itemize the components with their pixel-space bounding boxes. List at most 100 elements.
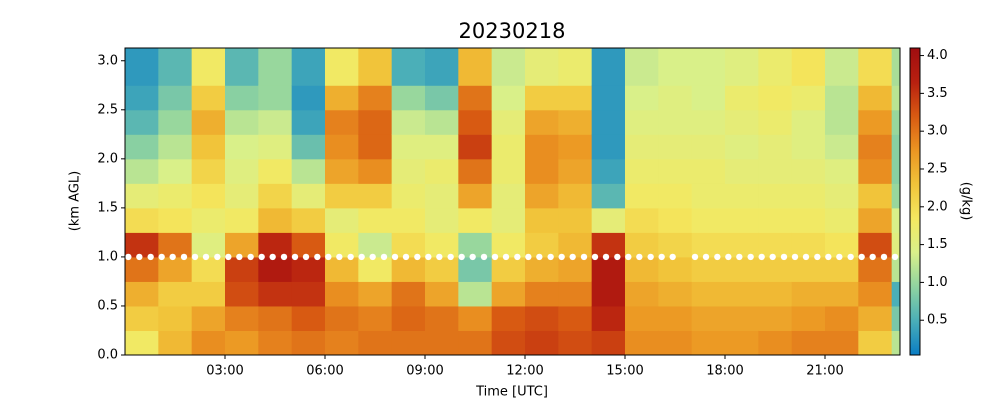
y-tick-label: 0.0 xyxy=(97,348,118,363)
heatmap-cell xyxy=(291,134,326,160)
heatmap-cell xyxy=(525,158,559,184)
heatmap-cell xyxy=(291,183,326,209)
heatmap-cell xyxy=(825,158,859,184)
heatmap-cell xyxy=(525,134,559,160)
heatmap-cell xyxy=(558,48,593,86)
heatmap-cell xyxy=(491,232,526,258)
heatmap-cell xyxy=(658,232,693,258)
heatmap-cell xyxy=(491,256,526,282)
heatmap-cell xyxy=(358,305,393,331)
heatmap-cell xyxy=(391,183,426,209)
heatmap-cell xyxy=(758,158,793,184)
heatmap-cell xyxy=(758,48,793,86)
heatmap-cell xyxy=(625,48,659,86)
heatmap-cell xyxy=(358,232,393,258)
x-tick-label: 21:00 xyxy=(806,364,843,379)
marker xyxy=(614,253,621,261)
heatmap-cell xyxy=(191,48,226,86)
heatmap-cell xyxy=(291,232,326,258)
heatmap-cell xyxy=(858,85,893,111)
heatmap-cell xyxy=(691,48,726,86)
heatmap-cell xyxy=(858,232,893,258)
heatmap-cell xyxy=(391,109,426,135)
heatmap-cell xyxy=(125,207,159,233)
marker xyxy=(847,253,854,261)
heatmap-cell xyxy=(558,232,593,258)
heatmap-cell xyxy=(458,232,493,258)
heatmap-cell xyxy=(458,330,493,356)
heatmap-cell xyxy=(625,207,659,233)
heatmap-cell xyxy=(391,232,426,258)
heatmap-cell xyxy=(225,330,259,356)
colorbar-tick-label: 1.0 xyxy=(927,275,948,290)
heatmap-cell xyxy=(525,183,559,209)
heatmap-cell xyxy=(625,281,659,307)
marker xyxy=(269,253,276,261)
heatmap-cell xyxy=(791,183,826,209)
marker xyxy=(436,253,443,261)
heatmap-cell xyxy=(125,134,159,160)
heatmap-cell xyxy=(658,48,693,86)
heatmap-cell xyxy=(491,305,526,331)
marker xyxy=(758,253,765,261)
heatmap-cell xyxy=(191,256,226,282)
y-tick-label: 1.5 xyxy=(97,200,118,215)
heatmap-cell xyxy=(258,281,293,307)
heatmap-cell xyxy=(725,207,759,233)
heatmap-cell xyxy=(691,183,726,209)
heatmap-cell xyxy=(691,256,726,282)
marker xyxy=(469,253,476,261)
heatmap-cell xyxy=(291,207,326,233)
heatmap-cell xyxy=(325,330,359,356)
heatmap-cell xyxy=(191,134,226,160)
heatmap-cell xyxy=(891,158,901,184)
x-tick-label: 03:00 xyxy=(206,364,243,379)
heatmap-cell xyxy=(825,134,859,160)
heatmap-cell xyxy=(191,281,226,307)
heatmap-cell xyxy=(558,109,593,135)
heatmap-cell xyxy=(158,48,193,86)
heatmap-cell xyxy=(591,256,626,282)
heatmap-cell xyxy=(491,134,526,160)
marker xyxy=(602,253,610,261)
marker xyxy=(402,253,410,261)
heatmap-cell xyxy=(625,109,659,135)
heatmap-cell xyxy=(658,109,693,135)
heatmap-cell xyxy=(225,109,259,135)
heatmap-cell xyxy=(158,207,193,233)
heatmap-cell xyxy=(725,305,759,331)
heatmap-cell xyxy=(125,232,159,258)
heatmap-cell xyxy=(658,85,693,111)
heatmap-cell xyxy=(725,256,759,282)
heatmap-cell xyxy=(858,134,893,160)
marker xyxy=(814,253,821,261)
heatmap-cell xyxy=(758,109,793,135)
heatmap-cell xyxy=(658,330,693,356)
heatmap-cell xyxy=(791,109,826,135)
heatmap-cell xyxy=(158,134,193,160)
marker xyxy=(414,253,421,261)
heatmap-cell xyxy=(225,207,259,233)
heatmap-cell xyxy=(258,134,293,160)
heatmap-cell xyxy=(591,232,626,258)
heatmap-cell xyxy=(691,134,726,160)
heatmap-cell xyxy=(758,183,793,209)
marker xyxy=(525,253,532,261)
marker xyxy=(391,253,399,261)
heatmap-cell xyxy=(258,256,293,282)
heatmap-cell xyxy=(491,281,526,307)
heatmap-cell xyxy=(525,48,559,86)
colorbar-tick-label: 2.5 xyxy=(927,161,948,176)
colorbar-tick-label: 2.0 xyxy=(927,199,948,214)
heatmap-cell xyxy=(891,330,901,356)
heatmap-cell xyxy=(325,281,359,307)
marker xyxy=(169,253,176,261)
marker xyxy=(147,253,154,261)
marker xyxy=(369,253,376,261)
heatmap-cell xyxy=(358,183,393,209)
heatmap-cell xyxy=(691,305,726,331)
heatmap-cell xyxy=(591,85,626,111)
heatmap-cell xyxy=(891,85,901,111)
heatmap-cell xyxy=(391,207,426,233)
heatmap-cell xyxy=(691,85,726,111)
